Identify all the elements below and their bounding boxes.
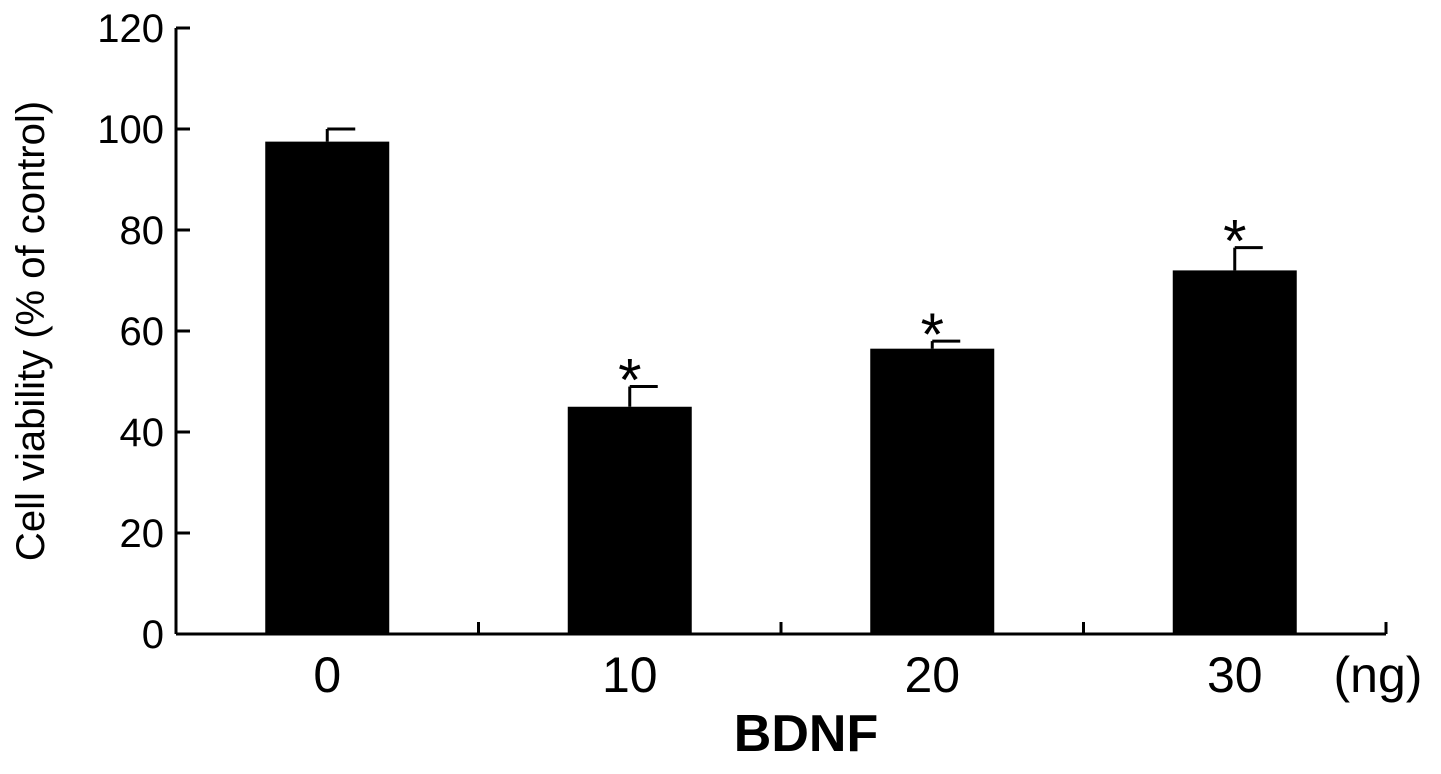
y-tick-label: 100 xyxy=(97,108,164,152)
y-tick-label: 20 xyxy=(120,512,165,556)
y-axis-label: Cell viability (% of control) xyxy=(9,101,53,561)
bar-0 xyxy=(265,141,390,634)
bar-30 xyxy=(1172,270,1297,634)
significance-mark-10: * xyxy=(618,347,641,414)
y-tick-label: 120 xyxy=(97,7,164,51)
significance-mark-20: * xyxy=(921,301,944,368)
x-tick-label-20: 20 xyxy=(904,647,960,703)
x-tick-label-10: 10 xyxy=(602,647,658,703)
x-axis-unit-label: (ng) xyxy=(1334,647,1423,703)
x-tick-label-0: 0 xyxy=(313,647,341,703)
y-tick-label: 60 xyxy=(120,310,165,354)
bar-20 xyxy=(870,348,995,634)
y-tick-label: 40 xyxy=(120,411,165,455)
bar-10 xyxy=(567,406,692,634)
x-tick-label-30: 30 xyxy=(1207,647,1263,703)
x-axis-label: BDNF xyxy=(734,705,878,763)
bars: 0 10 * 20 * 30 * xyxy=(265,127,1297,703)
labels: Cell viability (% of control) BDNF (ng) xyxy=(9,101,1422,763)
y-tick-label: 0 xyxy=(142,613,164,657)
y-tick-label: 80 xyxy=(120,209,165,253)
significance-mark-30: * xyxy=(1223,208,1246,275)
